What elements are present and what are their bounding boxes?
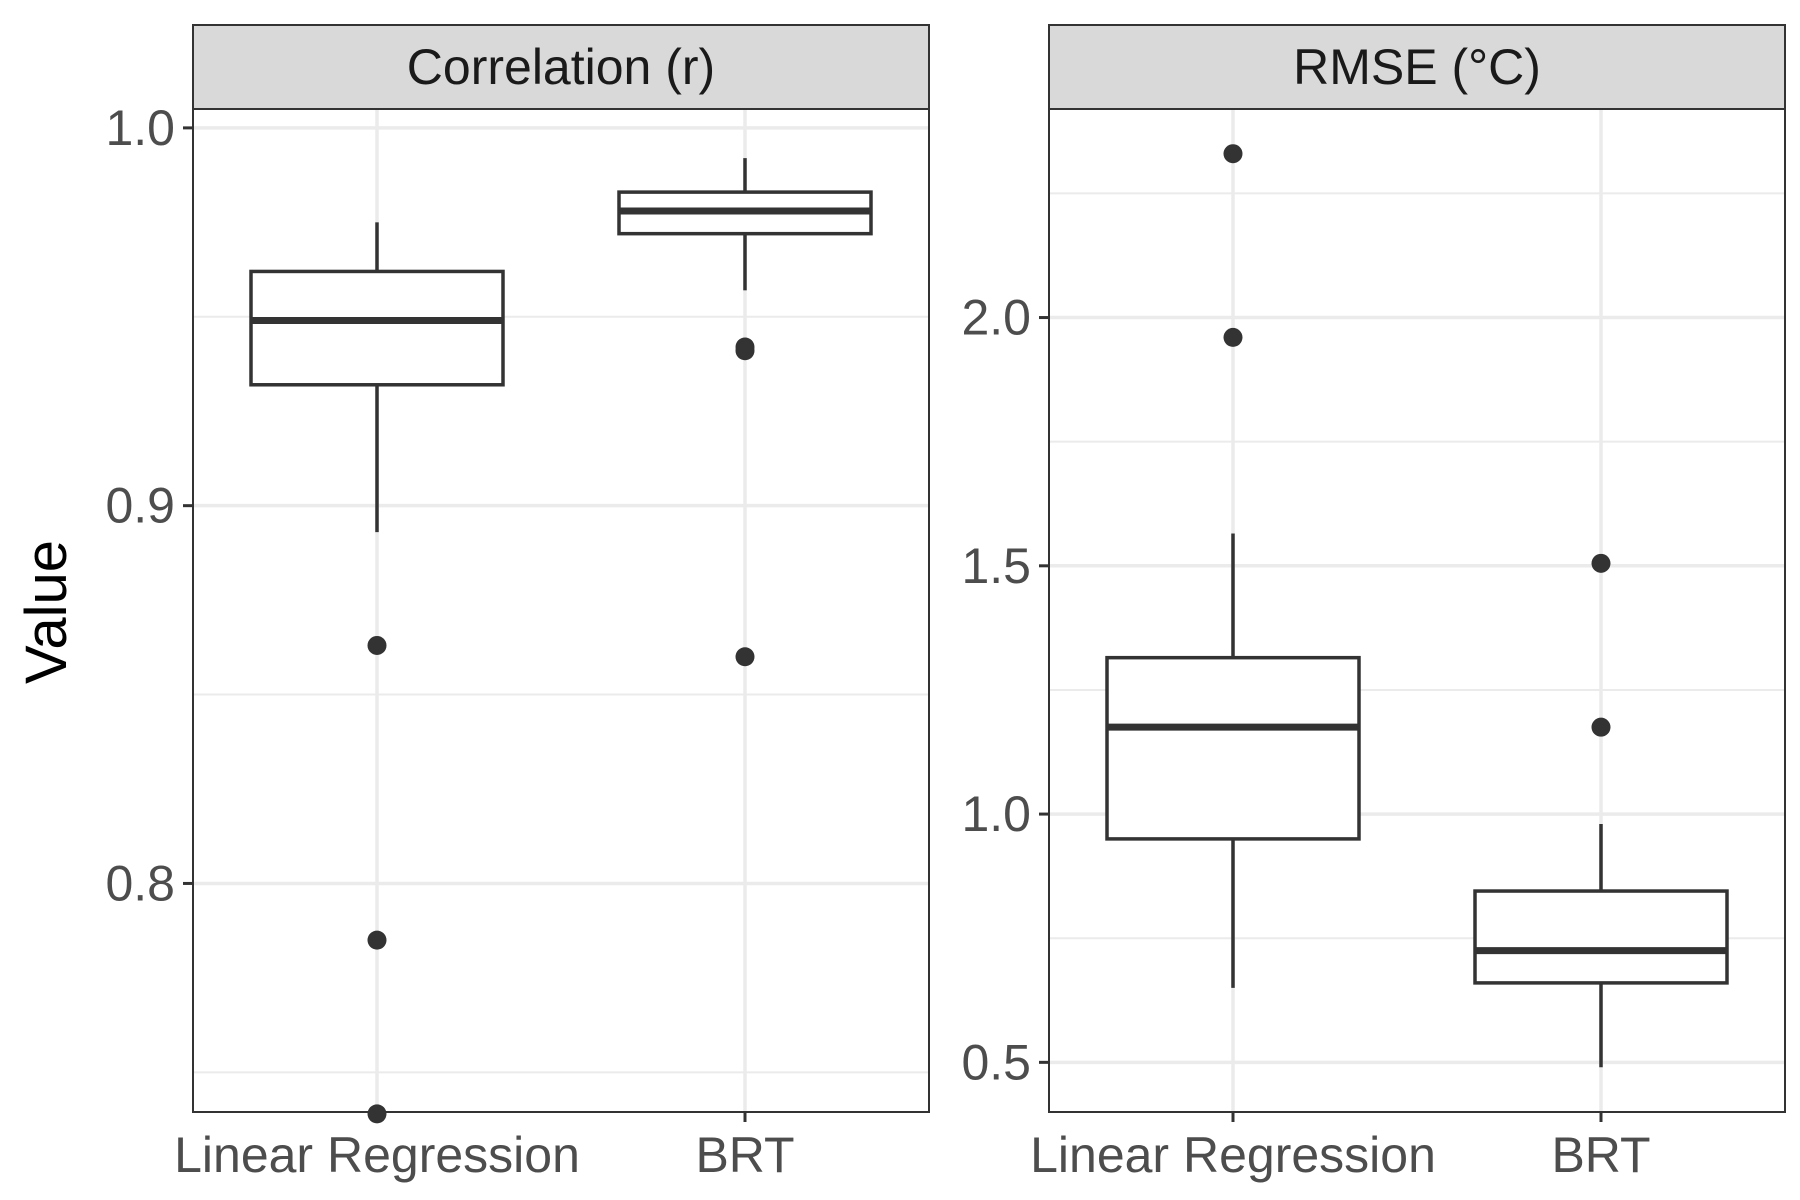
iqr-box [249,269,505,387]
outlier-point [735,647,755,667]
panel-background [192,108,930,1113]
x-tick-label: Linear Regression [174,1127,580,1183]
panel-title: Correlation (r) [407,39,715,95]
panel-1: Correlation (r) 0.8 0.9 1.0 Linear Regressio… [105,24,930,1183]
panels: Correlation (r) 0.8 0.9 1.0 Linear Regressio… [105,24,1786,1183]
outlier-point [1223,144,1243,164]
x-tick-label: BRT [695,1127,794,1183]
outlier-point [367,635,387,655]
y-tick-label: 1.0 [105,100,175,156]
iqr-box [1473,889,1729,985]
panel-2: RMSE (°C) 0.5 1.0 1.5 2.0 Linear Regression BR… [961,24,1786,1183]
x-tick-label: BRT [1551,1127,1650,1183]
y-tick-label: 0.5 [961,1034,1031,1090]
outlier-point [735,341,755,361]
strip-background [192,24,930,110]
y-tick-label: 2.0 [961,290,1031,346]
box-linear-regression [249,222,505,1124]
y-axis-title: Value [14,540,79,684]
box-brt [1473,553,1729,1068]
outlier-point [1591,553,1611,573]
panel-title: RMSE (°C) [1293,39,1541,95]
y-tick-label: 1.0 [961,786,1031,842]
box-linear-regression [1105,144,1361,988]
iqr-box [1105,655,1361,841]
outlier-point [1591,717,1611,737]
y-tick-label: 0.8 [105,855,175,911]
y-tick-label: 1.5 [961,538,1031,594]
x-tick-label: Linear Regression [1030,1127,1436,1183]
outlier-point [1223,327,1243,347]
outlier-point [367,930,387,950]
box-brt [617,158,873,667]
y-tick-label: 0.9 [105,478,175,534]
strip-background [1048,24,1786,110]
